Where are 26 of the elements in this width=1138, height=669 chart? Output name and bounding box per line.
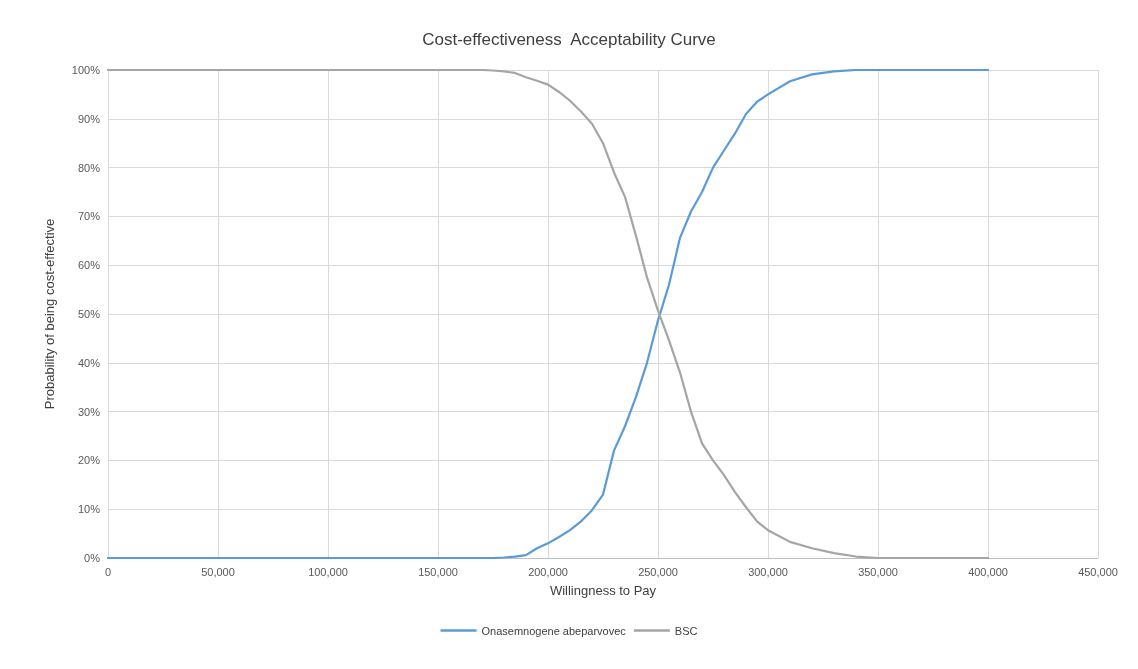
x-tick-label: 250,000 [638,565,678,578]
y-tick-label: 50% [77,308,101,320]
y-tick-label: 10% [77,503,101,516]
y-tick-label: 0% [84,552,101,564]
x-tick-label: 0 [104,565,112,578]
x-tick-label: 50,000 [201,565,235,578]
x-tick-label: 450,000 [1078,565,1118,578]
y-tick-label: 20% [77,454,101,467]
y-tick-label: 90% [77,112,101,125]
x-tick-label: 300,000 [748,565,788,578]
y-tick-label: 70% [77,210,101,223]
legend-label: BSC [674,624,698,637]
y-axis-title: Probability of being cost-effective [42,218,57,410]
x-axis-title: Willingness to Pay [549,583,657,598]
y-tick-label: 30% [77,405,101,418]
y-tick-label: 80% [77,161,101,174]
x-tick-label: 400,000 [968,565,1008,578]
x-tick-label: 100,000 [308,565,348,578]
y-tick-label: 100% [71,64,101,76]
x-tick-label: 200,000 [528,565,568,578]
x-tick-label: 350,000 [858,565,898,578]
x-tick-label: 150,000 [418,565,458,578]
legend-label: Onasemnogene abeparvovec [481,624,627,637]
chart-title: Cost-effectiveness Acceptability Curve [422,30,716,49]
y-tick-label: 40% [77,356,101,369]
y-tick-label: 60% [77,259,101,272]
